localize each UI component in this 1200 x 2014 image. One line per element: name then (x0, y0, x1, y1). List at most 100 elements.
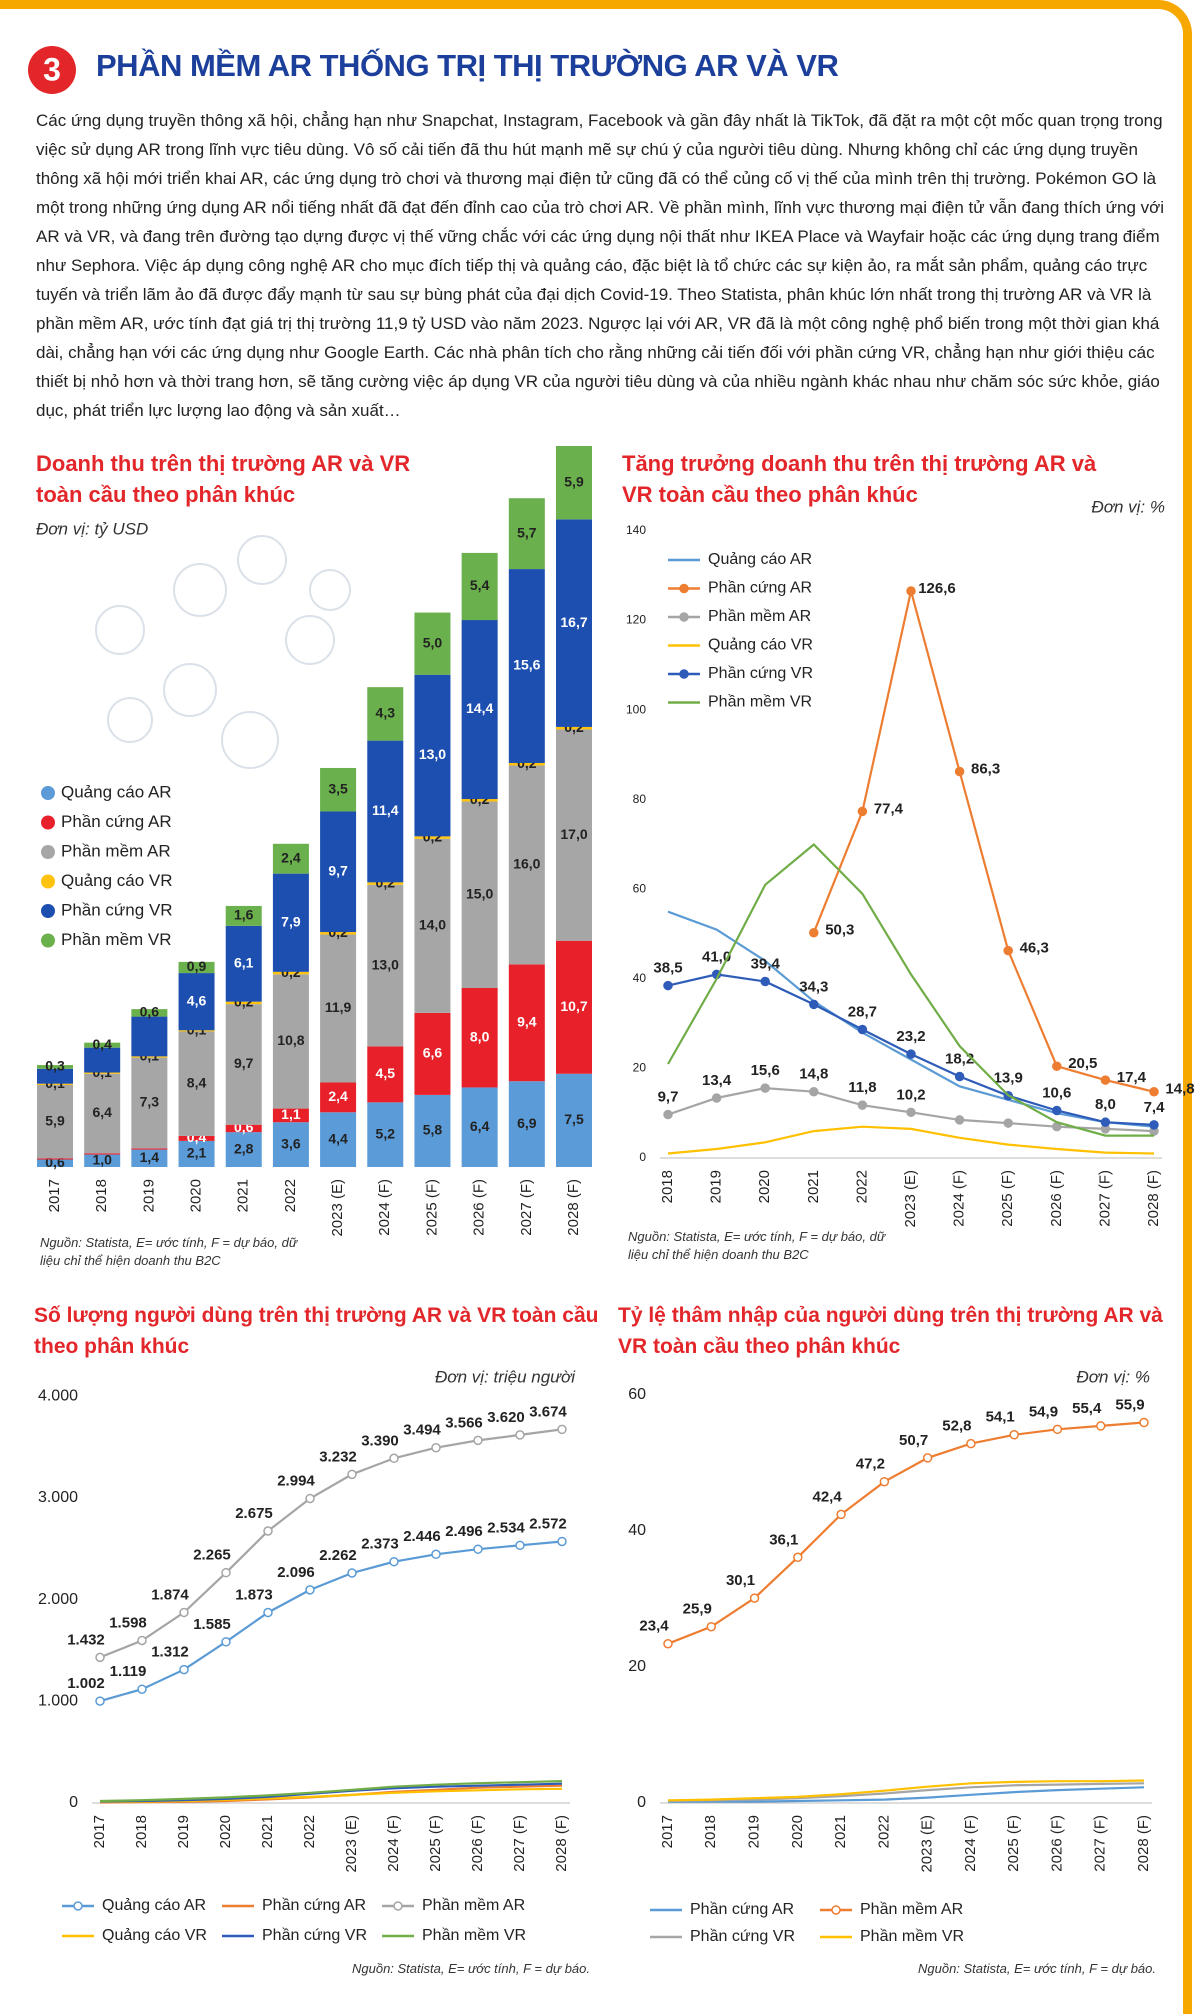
bar-segment (461, 801, 498, 988)
bar-segment (178, 1140, 215, 1167)
data-label: 3,6 (281, 1135, 301, 1151)
data-label: 0,4 (92, 1036, 112, 1052)
data-point (1052, 1105, 1062, 1116)
x-tick-label: 2027 (F) (511, 1815, 528, 1872)
data-label: 47,2 (856, 1456, 885, 1473)
x-tick-label: 2022 (301, 1815, 318, 1848)
bar-segment (37, 1065, 73, 1069)
series-line (99, 1780, 563, 1803)
bar-segment (367, 740, 404, 883)
bar-segment (320, 811, 357, 933)
data-point (1149, 1120, 1159, 1130)
data-point (221, 1567, 231, 1578)
bar-segment (225, 1132, 262, 1167)
x-tick-label: 2023 (E) (343, 1815, 360, 1873)
data-label: 11,9 (325, 999, 352, 1015)
data-label: 50,3 (825, 922, 854, 939)
data-label: 14,8 (1165, 1081, 1194, 1098)
data-label: 50,7 (899, 1432, 928, 1449)
data-point (305, 1585, 315, 1595)
bar-segment (131, 1149, 168, 1167)
y-tick-label: 4.000 (38, 1387, 78, 1404)
x-tick-label: 2026 (F) (469, 1815, 486, 1872)
data-point (966, 1438, 976, 1449)
data-label: 6,1 (234, 954, 254, 970)
x-tick-label: 2024 (F) (385, 1815, 402, 1872)
data-label: 7,4 (1144, 1099, 1166, 1116)
bar-segment (320, 934, 357, 1083)
bar-segment (556, 1073, 592, 1167)
data-label: 8,0 (470, 1028, 490, 1044)
data-label: 13,0 (372, 956, 399, 972)
data-label: 4,6 (187, 992, 207, 1008)
data-point (1052, 1061, 1062, 1071)
data-point (1009, 1430, 1019, 1440)
chart-title: Tăng trưởng doanh thu trên thị trường AR… (622, 451, 1097, 507)
x-tick-label: 2028 (F) (1145, 1170, 1162, 1227)
data-label: 14,4 (466, 700, 493, 716)
y-tick-label: 0 (69, 1794, 78, 1811)
bar-segment (508, 964, 545, 1082)
legend-label: Quảng cáo VR (61, 871, 173, 890)
legend-label: Quảng cáo VR (102, 1927, 207, 1944)
source-note: Nguồn: Statista, E= ước tính, F = dự báo… (40, 1235, 298, 1268)
unit-label: Đơn vị: % (1091, 497, 1165, 516)
data-point (809, 999, 819, 1010)
legend-label: Quảng cáo VR (708, 637, 813, 654)
y-tick-label: 1.000 (38, 1693, 78, 1710)
data-label: 10,2 (896, 1086, 925, 1103)
data-label: 8,0 (1095, 1096, 1116, 1113)
bar-segment (178, 1030, 215, 1032)
legend-label: Phần cứng VR (708, 665, 813, 682)
x-tick-label: 2026 (F) (1048, 1815, 1065, 1872)
legend-swatch (41, 845, 55, 859)
y-tick-label: 2.000 (38, 1591, 78, 1608)
x-tick-label: 2018 (93, 1179, 110, 1212)
legend-label: Phần mềm VR (860, 1928, 964, 1945)
bar-segment (367, 1102, 404, 1167)
bar-segment (556, 729, 592, 941)
bar-segment (461, 620, 498, 800)
legend-label: Phần cứng AR (708, 580, 812, 597)
bar-segment (178, 1135, 215, 1141)
bar-segment (508, 1081, 545, 1167)
series-line (667, 1779, 1145, 1802)
data-label: 2.446 (403, 1528, 441, 1545)
data-point (473, 1544, 483, 1554)
data-point (954, 1115, 965, 1125)
data-label: 55,9 (1115, 1396, 1144, 1413)
data-point (515, 1430, 525, 1440)
x-tick-label: 2017 (91, 1815, 108, 1848)
bar-segment (414, 1012, 451, 1095)
data-label: 3.494 (403, 1422, 441, 1439)
bar-segment (225, 1004, 262, 1125)
data-label: 2.496 (445, 1523, 483, 1540)
y-tick-label: 40 (628, 1522, 646, 1539)
data-point (706, 1621, 717, 1632)
bar-segment (272, 1108, 309, 1123)
data-point (663, 1638, 673, 1649)
bar-segment (508, 762, 545, 766)
x-tick-label: 2028 (F) (1135, 1815, 1152, 1872)
data-label: 9,7 (658, 1089, 679, 1106)
data-label: 5,0 (423, 634, 443, 650)
y-tick-label: 40 (633, 971, 647, 985)
data-label: 16,0 (513, 856, 540, 872)
bar-segment (178, 961, 215, 974)
data-label: 0,6 (140, 1004, 160, 1020)
data-label: 9,7 (328, 862, 348, 878)
data-label: 10,8 (277, 1032, 304, 1048)
data-label: 3.390 (361, 1432, 399, 1449)
bar-segment (37, 1068, 73, 1084)
data-label: 2,8 (234, 1140, 254, 1156)
data-point (906, 586, 916, 596)
data-label: 25,9 (683, 1601, 712, 1618)
data-label: 3,5 (328, 780, 348, 796)
data-point (1149, 1086, 1159, 1097)
data-label: 5,2 (376, 1125, 396, 1141)
data-label: 41,0 (702, 948, 731, 965)
data-point (557, 1536, 567, 1547)
bar-segment (272, 843, 309, 874)
data-point (1100, 1117, 1111, 1127)
legend-marker (679, 612, 689, 622)
